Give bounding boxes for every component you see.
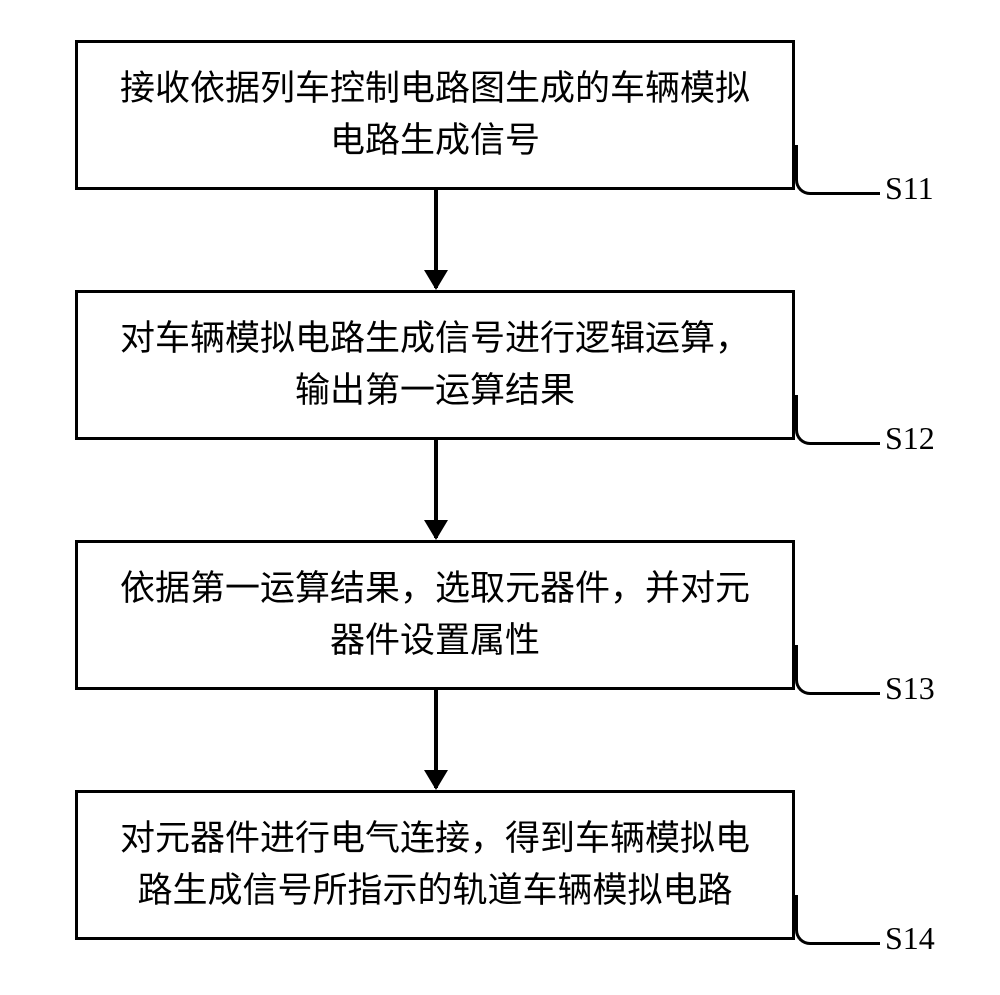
step-text-s12: 对车辆模拟电路生成信号进行逻辑运算，输出第一运算结果 [108,313,762,418]
arrow-3 [434,690,438,788]
flowchart-container: 接收依据列车控制电路图生成的车辆模拟电路生成信号 S11 对车辆模拟电路生成信号… [0,0,1000,995]
arrow-head-2 [424,520,448,540]
step-label-s12: S12 [885,420,935,457]
leader-s14 [795,895,880,945]
arrow-head-3 [424,770,448,790]
step-label-s11: S11 [885,170,934,207]
leader-s12 [795,395,880,445]
step-text-s11: 接收依据列车控制电路图生成的车辆模拟电路生成信号 [108,63,762,168]
step-text-s13: 依据第一运算结果，选取元器件，并对元器件设置属性 [108,563,762,668]
step-box-s14: 对元器件进行电气连接，得到车辆模拟电路生成信号所指示的轨道车辆模拟电路 [75,790,795,940]
arrow-head-1 [424,270,448,290]
step-label-s14: S14 [885,920,935,957]
step-box-s12: 对车辆模拟电路生成信号进行逻辑运算，输出第一运算结果 [75,290,795,440]
arrow-2 [434,440,438,538]
step-box-s13: 依据第一运算结果，选取元器件，并对元器件设置属性 [75,540,795,690]
step-text-s14: 对元器件进行电气连接，得到车辆模拟电路生成信号所指示的轨道车辆模拟电路 [108,813,762,918]
step-label-s13: S13 [885,670,935,707]
leader-s13 [795,645,880,695]
leader-s11 [795,145,880,195]
step-box-s11: 接收依据列车控制电路图生成的车辆模拟电路生成信号 [75,40,795,190]
arrow-1 [434,190,438,288]
